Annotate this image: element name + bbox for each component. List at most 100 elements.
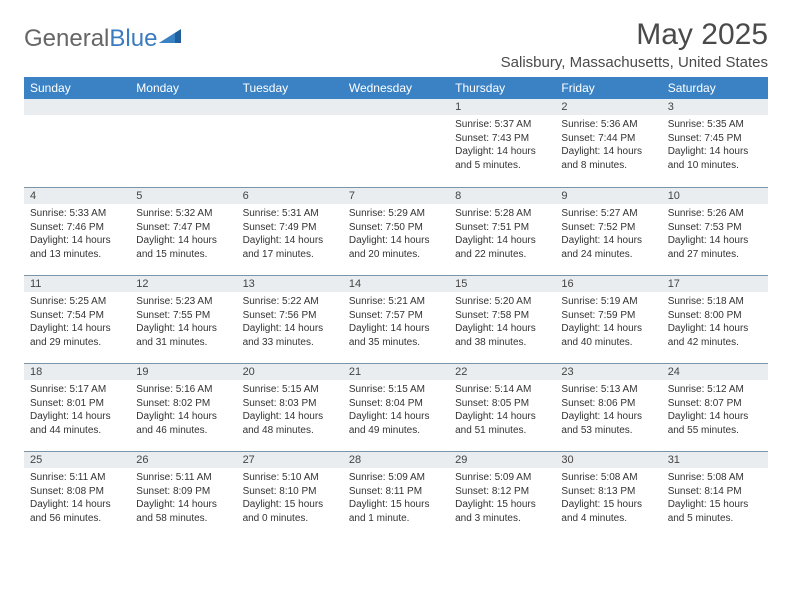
day-number: 13 [237, 275, 343, 292]
month-title: May 2025 [501, 18, 768, 52]
day-number: 12 [130, 275, 236, 292]
day-details: Sunrise: 5:21 AMSunset: 7:57 PMDaylight:… [343, 292, 449, 355]
sunset-text: Sunset: 8:10 PM [243, 485, 337, 499]
sunset-text: Sunset: 7:55 PM [136, 309, 230, 323]
daylight-text: Daylight: 14 hours and 24 minutes. [561, 234, 655, 261]
day-cell: 27Sunrise: 5:10 AMSunset: 8:10 PMDayligh… [237, 451, 343, 539]
day-cell: 28Sunrise: 5:09 AMSunset: 8:11 PMDayligh… [343, 451, 449, 539]
day-number: 6 [237, 187, 343, 204]
week-row: 25Sunrise: 5:11 AMSunset: 8:08 PMDayligh… [24, 451, 768, 539]
day-number: 25 [24, 451, 130, 468]
title-block: May 2025 Salisbury, Massachusetts, Unite… [501, 18, 768, 71]
day-details: Sunrise: 5:36 AMSunset: 7:44 PMDaylight:… [555, 115, 661, 178]
daylight-text: Daylight: 15 hours and 3 minutes. [455, 498, 549, 525]
day-cell [343, 99, 449, 187]
sunset-text: Sunset: 8:01 PM [30, 397, 124, 411]
day-details: Sunrise: 5:10 AMSunset: 8:10 PMDaylight:… [237, 468, 343, 531]
brand-part2: Blue [109, 25, 157, 53]
day-cell: 10Sunrise: 5:26 AMSunset: 7:53 PMDayligh… [662, 187, 768, 275]
daylight-text: Daylight: 15 hours and 4 minutes. [561, 498, 655, 525]
daylight-text: Daylight: 14 hours and 38 minutes. [455, 322, 549, 349]
day-cell: 26Sunrise: 5:11 AMSunset: 8:09 PMDayligh… [130, 451, 236, 539]
daylight-text: Daylight: 14 hours and 8 minutes. [561, 145, 655, 172]
brand-part1: General [24, 25, 109, 53]
sunrise-text: Sunrise: 5:28 AM [455, 207, 549, 221]
dow-header: Thursday [449, 77, 555, 99]
day-cell: 24Sunrise: 5:12 AMSunset: 8:07 PMDayligh… [662, 363, 768, 451]
sunset-text: Sunset: 7:58 PM [455, 309, 549, 323]
day-cell [24, 99, 130, 187]
sunrise-text: Sunrise: 5:37 AM [455, 118, 549, 132]
sunset-text: Sunset: 8:04 PM [349, 397, 443, 411]
day-cell: 23Sunrise: 5:13 AMSunset: 8:06 PMDayligh… [555, 363, 661, 451]
sunrise-text: Sunrise: 5:15 AM [349, 383, 443, 397]
day-cell: 7Sunrise: 5:29 AMSunset: 7:50 PMDaylight… [343, 187, 449, 275]
sunrise-text: Sunrise: 5:22 AM [243, 295, 337, 309]
sunrise-text: Sunrise: 5:17 AM [30, 383, 124, 397]
daylight-text: Daylight: 14 hours and 33 minutes. [243, 322, 337, 349]
day-number: 22 [449, 363, 555, 380]
sunrise-text: Sunrise: 5:20 AM [455, 295, 549, 309]
day-cell: 12Sunrise: 5:23 AMSunset: 7:55 PMDayligh… [130, 275, 236, 363]
day-cell: 4Sunrise: 5:33 AMSunset: 7:46 PMDaylight… [24, 187, 130, 275]
dow-header: Saturday [662, 77, 768, 99]
daylight-text: Daylight: 14 hours and 55 minutes. [668, 410, 762, 437]
sunset-text: Sunset: 8:03 PM [243, 397, 337, 411]
day-details: Sunrise: 5:33 AMSunset: 7:46 PMDaylight:… [24, 204, 130, 267]
day-cell: 11Sunrise: 5:25 AMSunset: 7:54 PMDayligh… [24, 275, 130, 363]
day-details: Sunrise: 5:08 AMSunset: 8:14 PMDaylight:… [662, 468, 768, 531]
day-details: Sunrise: 5:31 AMSunset: 7:49 PMDaylight:… [237, 204, 343, 267]
sunset-text: Sunset: 7:56 PM [243, 309, 337, 323]
day-number: 17 [662, 275, 768, 292]
sunrise-text: Sunrise: 5:27 AM [561, 207, 655, 221]
day-number: 30 [555, 451, 661, 468]
sunset-text: Sunset: 7:47 PM [136, 221, 230, 235]
day-details: Sunrise: 5:09 AMSunset: 8:11 PMDaylight:… [343, 468, 449, 531]
day-cell: 22Sunrise: 5:14 AMSunset: 8:05 PMDayligh… [449, 363, 555, 451]
day-cell: 3Sunrise: 5:35 AMSunset: 7:45 PMDaylight… [662, 99, 768, 187]
week-row: 18Sunrise: 5:17 AMSunset: 8:01 PMDayligh… [24, 363, 768, 451]
sunset-text: Sunset: 7:49 PM [243, 221, 337, 235]
day-details: Sunrise: 5:18 AMSunset: 8:00 PMDaylight:… [662, 292, 768, 355]
day-number-empty [130, 99, 236, 115]
dow-header-row: Sunday Monday Tuesday Wednesday Thursday… [24, 77, 768, 99]
day-number: 11 [24, 275, 130, 292]
day-number: 23 [555, 363, 661, 380]
sunset-text: Sunset: 8:08 PM [30, 485, 124, 499]
day-details: Sunrise: 5:08 AMSunset: 8:13 PMDaylight:… [555, 468, 661, 531]
sunrise-text: Sunrise: 5:31 AM [243, 207, 337, 221]
day-number: 26 [130, 451, 236, 468]
day-number-empty [343, 99, 449, 115]
day-details: Sunrise: 5:25 AMSunset: 7:54 PMDaylight:… [24, 292, 130, 355]
day-number: 28 [343, 451, 449, 468]
day-details: Sunrise: 5:35 AMSunset: 7:45 PMDaylight:… [662, 115, 768, 178]
sunset-text: Sunset: 8:02 PM [136, 397, 230, 411]
sunset-text: Sunset: 8:05 PM [455, 397, 549, 411]
sunrise-text: Sunrise: 5:32 AM [136, 207, 230, 221]
day-number: 31 [662, 451, 768, 468]
day-number: 19 [130, 363, 236, 380]
day-cell: 16Sunrise: 5:19 AMSunset: 7:59 PMDayligh… [555, 275, 661, 363]
day-number: 3 [662, 99, 768, 115]
dow-header: Wednesday [343, 77, 449, 99]
sunrise-text: Sunrise: 5:35 AM [668, 118, 762, 132]
location-subtitle: Salisbury, Massachusetts, United States [501, 54, 768, 71]
day-cell: 25Sunrise: 5:11 AMSunset: 8:08 PMDayligh… [24, 451, 130, 539]
day-cell: 30Sunrise: 5:08 AMSunset: 8:13 PMDayligh… [555, 451, 661, 539]
day-cell: 17Sunrise: 5:18 AMSunset: 8:00 PMDayligh… [662, 275, 768, 363]
day-details: Sunrise: 5:22 AMSunset: 7:56 PMDaylight:… [237, 292, 343, 355]
sunrise-text: Sunrise: 5:18 AM [668, 295, 762, 309]
daylight-text: Daylight: 14 hours and 22 minutes. [455, 234, 549, 261]
sunrise-text: Sunrise: 5:16 AM [136, 383, 230, 397]
sunset-text: Sunset: 8:13 PM [561, 485, 655, 499]
day-cell [237, 99, 343, 187]
daylight-text: Daylight: 14 hours and 53 minutes. [561, 410, 655, 437]
sunset-text: Sunset: 8:14 PM [668, 485, 762, 499]
sunrise-text: Sunrise: 5:08 AM [668, 471, 762, 485]
day-number: 4 [24, 187, 130, 204]
daylight-text: Daylight: 14 hours and 5 minutes. [455, 145, 549, 172]
day-number: 15 [449, 275, 555, 292]
dow-header: Sunday [24, 77, 130, 99]
daylight-text: Daylight: 14 hours and 35 minutes. [349, 322, 443, 349]
sunrise-text: Sunrise: 5:29 AM [349, 207, 443, 221]
